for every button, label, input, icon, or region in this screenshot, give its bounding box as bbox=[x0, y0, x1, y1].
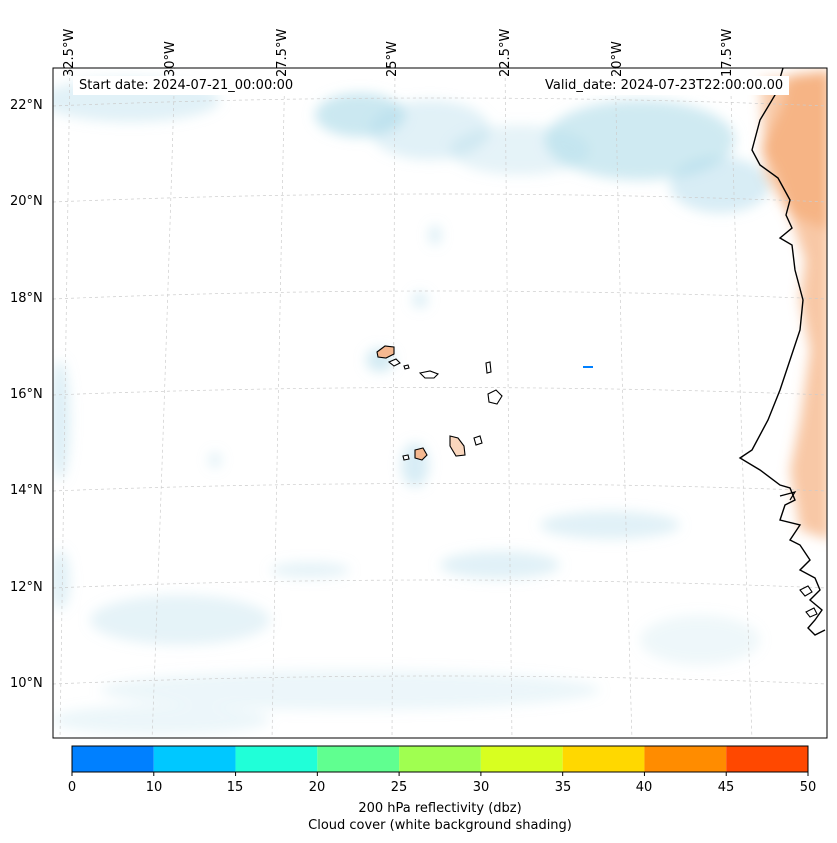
fogo-island bbox=[414, 447, 428, 461]
colorbar-frame bbox=[71, 745, 809, 773]
cape-verde-islands bbox=[376, 345, 503, 461]
colorbar-segment bbox=[72, 746, 154, 772]
lat-label-20n: 20°N bbox=[10, 194, 43, 209]
lat-label-22n: 22°N bbox=[10, 98, 43, 113]
colorbar-tick: 50 bbox=[799, 780, 817, 795]
lat-label-10n: 10°N bbox=[10, 676, 43, 691]
maio-island bbox=[473, 435, 483, 446]
lat-label-14n: 14°N bbox=[10, 483, 43, 498]
colorbar-segment bbox=[644, 746, 727, 772]
colorbar-segment bbox=[480, 746, 563, 772]
lon-label-17-5w: 17.5°W bbox=[720, 28, 735, 77]
colorbar-tick: 10 bbox=[145, 780, 163, 795]
start-date-label: Start date: 2024-07-21_00:00:00 bbox=[73, 76, 300, 95]
lon-label-30w: 30°W bbox=[163, 41, 178, 77]
colorbar bbox=[71, 745, 809, 776]
lat-label-18n: 18°N bbox=[10, 291, 43, 306]
colorbar-tick: 30 bbox=[472, 780, 490, 795]
colorbar-tick: 20 bbox=[308, 780, 326, 795]
santo-antao-island bbox=[376, 345, 395, 359]
lon-label-25w: 25°W bbox=[385, 41, 400, 77]
bissagos-coast bbox=[799, 585, 818, 618]
lon-label-22-5w: 22.5°W bbox=[498, 28, 513, 77]
lat-label-16n: 16°N bbox=[10, 387, 43, 402]
lon-label-27-5w: 27.5°W bbox=[275, 28, 290, 77]
colorbar-segment bbox=[399, 746, 481, 772]
colorbar-tick: 15 bbox=[226, 780, 244, 795]
boa-vista-island bbox=[487, 389, 503, 405]
colorbar-segment bbox=[235, 746, 318, 772]
reflectivity-echo bbox=[583, 366, 593, 368]
colorbar-title: 200 hPa reflectivity (dbz) bbox=[358, 801, 522, 816]
africa-coastline bbox=[738, 68, 826, 636]
graticule bbox=[53, 68, 827, 738]
cloud-cover-shading bbox=[53, 78, 770, 735]
lon-label-32-5w: 32.5°W bbox=[62, 28, 77, 77]
colorbar-tick: 45 bbox=[717, 780, 735, 795]
brava-island bbox=[402, 454, 410, 461]
colorbar-segment bbox=[562, 746, 645, 772]
colorbar-tick: 40 bbox=[635, 780, 653, 795]
santiago-island bbox=[449, 435, 466, 457]
lat-label-12n: 12°N bbox=[10, 580, 43, 595]
colorbar-tick: 0 bbox=[67, 780, 77, 795]
sao-vicente-island bbox=[387, 358, 401, 367]
lon-label-20w: 20°W bbox=[610, 41, 625, 77]
colorbar-segment bbox=[726, 746, 808, 772]
plot-frame bbox=[52, 67, 828, 739]
colorbar-segment bbox=[153, 746, 236, 772]
sal-island bbox=[485, 361, 492, 374]
valid-date-label: Valid_date: 2024-07-23T22:00:00.00 bbox=[539, 76, 790, 95]
gambia-inlet bbox=[779, 491, 797, 501]
sao-nicolau-island bbox=[418, 370, 439, 379]
colorbar-tick: 25 bbox=[390, 780, 408, 795]
colorbar-segment bbox=[317, 746, 400, 772]
reflectivity-shading-africa bbox=[760, 70, 827, 539]
santa-luzia-island bbox=[403, 364, 410, 370]
colorbar-tick: 35 bbox=[554, 780, 572, 795]
colorbar-subtitle: Cloud cover (white background shading) bbox=[308, 818, 572, 833]
